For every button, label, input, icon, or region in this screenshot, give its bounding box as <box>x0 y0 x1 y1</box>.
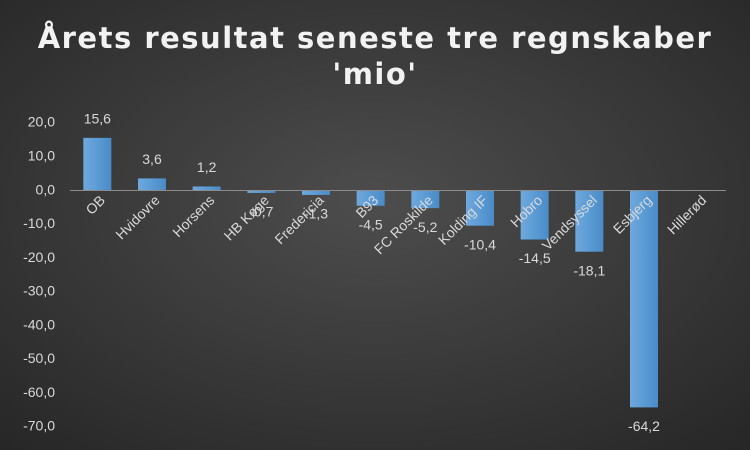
value-label: -5,2 <box>413 219 437 235</box>
value-label: -64,2 <box>628 418 660 434</box>
y-tick-label: -20,0 <box>23 249 55 265</box>
chart-title: Årets resultat seneste tre regnskaber <box>38 21 713 55</box>
bar <box>247 190 276 193</box>
bar <box>411 190 440 209</box>
y-tick-label: 20,0 <box>28 114 55 130</box>
value-label: -4,5 <box>359 216 383 232</box>
value-label: 15,6 <box>84 111 111 127</box>
y-tick-label: -10,0 <box>23 215 55 231</box>
value-label: -18,1 <box>573 262 605 278</box>
y-tick-label: -50,0 <box>23 350 55 366</box>
bar <box>138 178 166 191</box>
bar <box>466 190 494 226</box>
bar <box>302 190 330 195</box>
value-label: 1,2 <box>197 159 217 175</box>
chart-title: 'mio' <box>332 57 417 91</box>
bar <box>192 186 221 191</box>
y-tick-label: -30,0 <box>23 283 55 299</box>
value-label: -14,5 <box>519 250 551 266</box>
bar <box>83 137 112 191</box>
y-tick-label: 0,0 <box>36 181 56 197</box>
value-label: -10,4 <box>464 236 496 252</box>
value-label: 3,6 <box>142 151 162 167</box>
y-tick-label: -70,0 <box>23 418 55 434</box>
value-label: -0,7 <box>249 204 273 220</box>
bar <box>630 190 658 408</box>
y-tick-label: -60,0 <box>23 384 55 400</box>
y-tick-label: -40,0 <box>23 316 55 332</box>
bar <box>575 190 604 252</box>
bar <box>520 190 549 240</box>
y-tick-label: 10,0 <box>28 147 55 163</box>
bar <box>356 190 385 206</box>
value-label: -1,3 <box>304 206 328 222</box>
